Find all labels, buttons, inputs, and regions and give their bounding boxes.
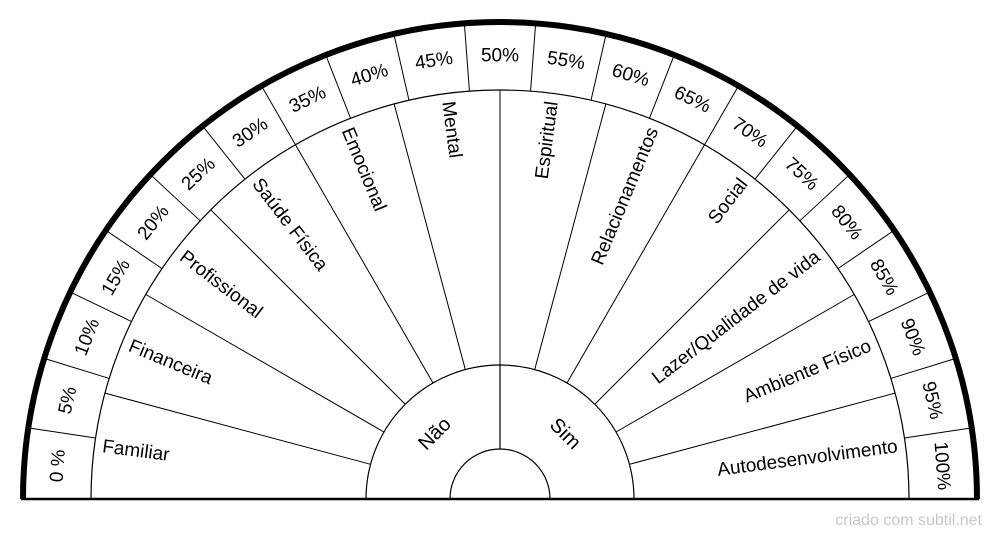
percent-divider — [704, 85, 739, 146]
credit-text: criado com subtil.net — [835, 512, 982, 529]
percent-label: 20% — [134, 201, 174, 244]
percent-label: 25% — [178, 154, 220, 195]
percent-label: 75% — [780, 154, 822, 195]
percent-label: 60% — [609, 60, 652, 91]
percent-label: 90% — [896, 316, 929, 359]
percent-divider — [868, 291, 930, 322]
category-label: Social — [704, 174, 752, 228]
percent-divider — [590, 33, 607, 101]
percent-label: 35% — [286, 82, 329, 117]
percent-label: 95% — [917, 380, 946, 422]
percent-label: 55% — [546, 48, 587, 74]
percent-divider — [799, 174, 851, 222]
category-label: Profissional — [175, 247, 266, 323]
category-label: Mental — [437, 100, 465, 159]
outer-rim — [20, 19, 980, 500]
category-label: Emocional — [337, 125, 390, 215]
percent-label: 40% — [348, 60, 391, 91]
category-label: Relacionamentos — [588, 125, 664, 269]
category-divider — [210, 209, 406, 405]
percent-divider — [393, 33, 410, 101]
percent-label: 70% — [728, 114, 771, 153]
yes-label: Sim — [545, 414, 585, 454]
percent-divider — [105, 229, 163, 270]
no-label: Não — [414, 413, 456, 455]
percent-label: 15% — [98, 256, 135, 300]
chart-rings — [20, 19, 980, 501]
percent-divider — [202, 125, 246, 180]
percent-label: 50% — [481, 46, 519, 67]
category-divider — [629, 392, 896, 465]
percent-divider — [70, 291, 132, 322]
center-hole — [449, 448, 551, 500]
percent-divider — [261, 85, 296, 146]
category-label: Espiritual — [532, 100, 563, 180]
percent-label: 5% — [55, 385, 82, 417]
category-label: Autodesenvolvimento — [716, 436, 899, 481]
category-dividers — [104, 90, 896, 465]
percent-divider — [149, 174, 201, 222]
percent-divider — [904, 427, 972, 439]
percent-label: 10% — [71, 316, 104, 359]
percent-label: 0 % — [47, 449, 70, 483]
percent-divider — [28, 427, 96, 439]
percent-label: 85% — [865, 256, 902, 300]
category-label: Financeira — [126, 336, 216, 390]
category-divider — [594, 209, 790, 405]
category-divider — [104, 392, 371, 465]
category-divider — [295, 144, 434, 384]
category-divider — [393, 103, 466, 370]
percent-divider — [463, 23, 470, 92]
percent-divider — [530, 23, 537, 92]
percent-divider — [754, 125, 798, 180]
category-divider — [534, 103, 607, 370]
category-label: Familiar — [101, 436, 171, 466]
percent-divider — [44, 357, 110, 379]
percent-label: 30% — [229, 114, 272, 153]
category-label: Ambiente Físico — [741, 336, 875, 408]
percent-label: 65% — [671, 82, 714, 117]
percent-label: 45% — [414, 48, 455, 74]
percent-divider — [325, 54, 352, 119]
percent-label: 80% — [826, 201, 866, 244]
percent-label: 100% — [929, 441, 954, 491]
category-divider — [145, 294, 385, 433]
percent-divider — [648, 54, 675, 119]
percent-divider — [890, 357, 956, 379]
percent-divider — [837, 229, 895, 270]
percent-dividers — [28, 23, 972, 439]
category-divider — [615, 294, 855, 433]
category-label: Saúde Física — [248, 174, 332, 275]
category-divider — [566, 144, 705, 384]
